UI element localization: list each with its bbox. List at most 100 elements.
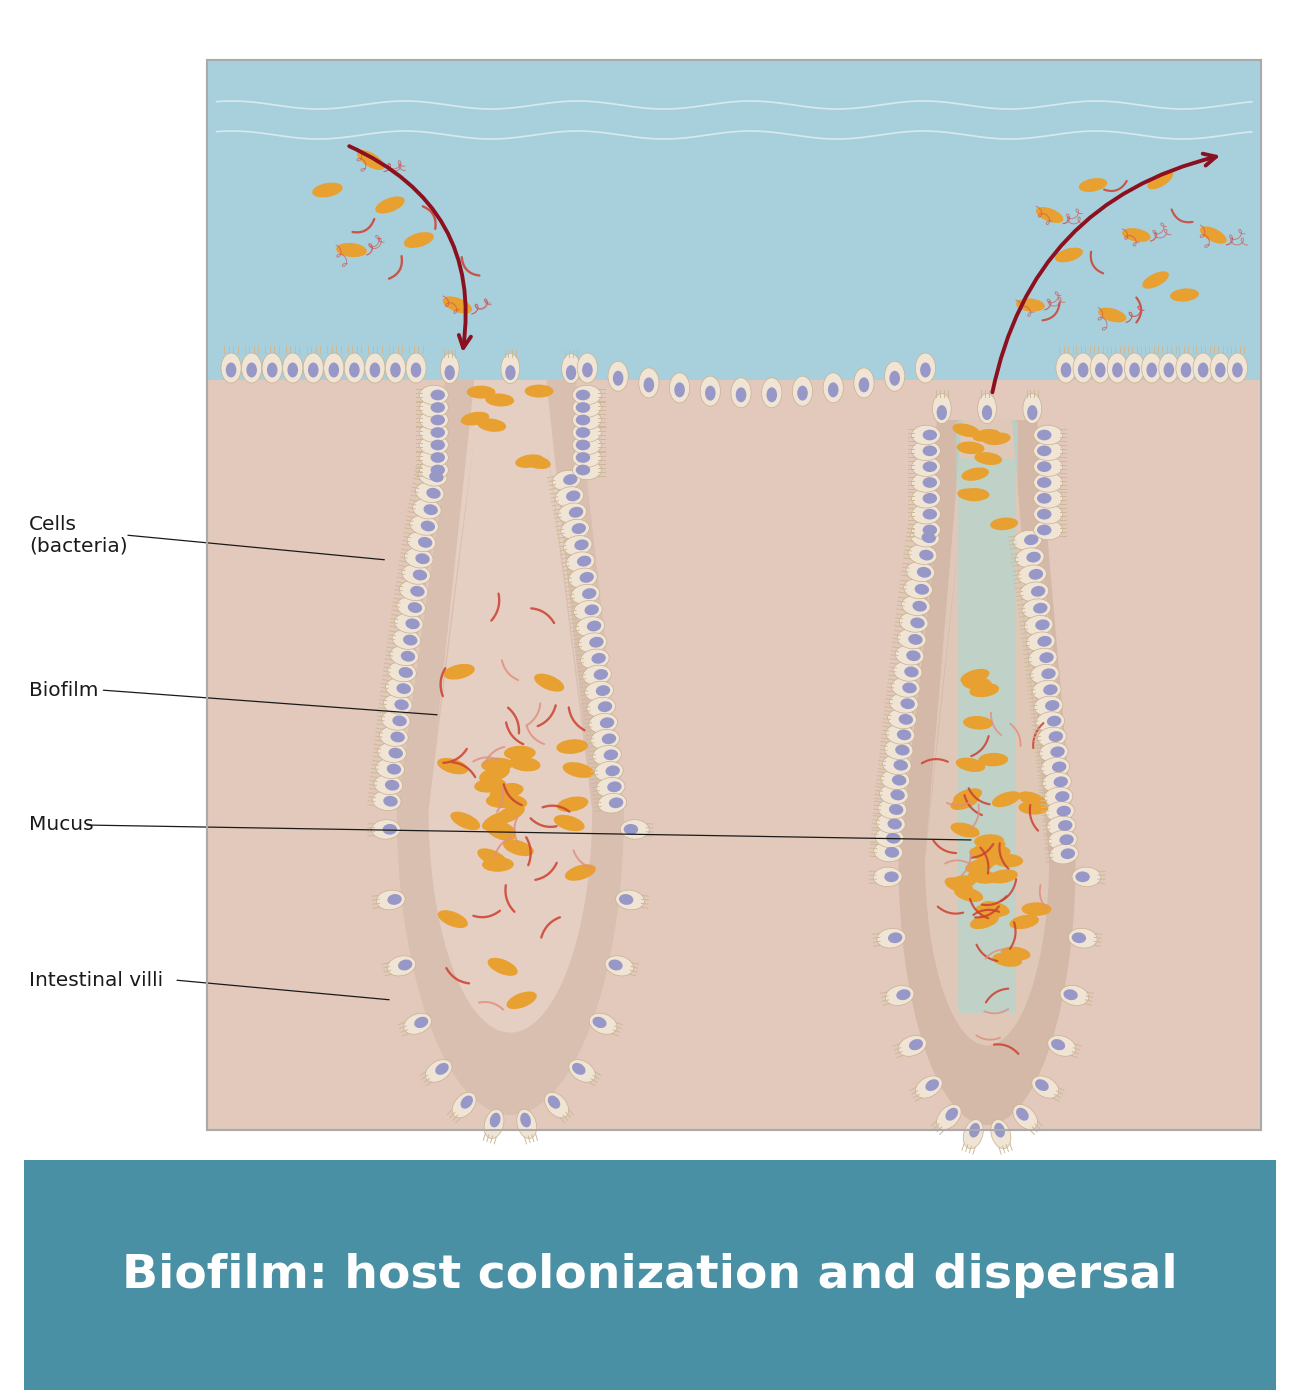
Ellipse shape	[911, 457, 940, 477]
Ellipse shape	[381, 710, 410, 730]
Ellipse shape	[762, 378, 781, 407]
Ellipse shape	[961, 669, 989, 684]
Ellipse shape	[358, 150, 385, 170]
Ellipse shape	[242, 353, 261, 384]
Ellipse shape	[382, 824, 396, 835]
Ellipse shape	[1034, 696, 1063, 716]
Ellipse shape	[1020, 582, 1049, 602]
Ellipse shape	[620, 820, 649, 840]
Ellipse shape	[1095, 363, 1105, 378]
Ellipse shape	[1018, 791, 1047, 808]
Ellipse shape	[593, 745, 621, 765]
Ellipse shape	[875, 828, 904, 848]
Ellipse shape	[387, 894, 402, 905]
Ellipse shape	[1176, 353, 1196, 384]
Ellipse shape	[1018, 564, 1047, 585]
Ellipse shape	[467, 385, 495, 399]
Ellipse shape	[560, 520, 589, 539]
Ellipse shape	[572, 460, 602, 480]
Ellipse shape	[1037, 430, 1052, 441]
Ellipse shape	[558, 503, 586, 523]
Ellipse shape	[953, 788, 982, 803]
Ellipse shape	[566, 865, 595, 881]
Polygon shape	[926, 420, 1049, 1045]
Ellipse shape	[1028, 569, 1043, 580]
Ellipse shape	[589, 637, 603, 648]
Ellipse shape	[508, 756, 541, 771]
Ellipse shape	[980, 845, 1010, 859]
Ellipse shape	[1013, 531, 1041, 550]
Ellipse shape	[503, 840, 534, 856]
Ellipse shape	[909, 545, 937, 564]
Ellipse shape	[898, 1036, 927, 1056]
Ellipse shape	[582, 588, 597, 599]
Ellipse shape	[221, 353, 242, 384]
Ellipse shape	[900, 613, 928, 632]
Ellipse shape	[460, 1095, 473, 1109]
Ellipse shape	[1031, 587, 1045, 596]
Ellipse shape	[576, 427, 590, 438]
Ellipse shape	[972, 430, 1000, 442]
Ellipse shape	[976, 840, 1005, 853]
Ellipse shape	[854, 368, 874, 398]
Ellipse shape	[1017, 1108, 1028, 1120]
Ellipse shape	[911, 441, 940, 460]
Ellipse shape	[923, 430, 937, 441]
Ellipse shape	[568, 569, 597, 588]
Ellipse shape	[736, 388, 746, 402]
Ellipse shape	[420, 435, 448, 455]
Ellipse shape	[1050, 746, 1065, 758]
Ellipse shape	[410, 516, 438, 535]
Ellipse shape	[1052, 1040, 1065, 1051]
Ellipse shape	[1013, 1105, 1037, 1130]
Ellipse shape	[909, 1040, 923, 1051]
Ellipse shape	[874, 842, 902, 862]
Ellipse shape	[1043, 684, 1058, 695]
Ellipse shape	[902, 682, 916, 694]
Ellipse shape	[1043, 773, 1071, 792]
Ellipse shape	[731, 378, 751, 407]
Ellipse shape	[594, 762, 623, 781]
Ellipse shape	[589, 713, 617, 733]
Ellipse shape	[1022, 599, 1050, 619]
Ellipse shape	[1147, 363, 1157, 378]
Ellipse shape	[953, 424, 980, 438]
Ellipse shape	[898, 714, 913, 724]
Ellipse shape	[589, 1013, 617, 1034]
Ellipse shape	[421, 521, 436, 531]
Ellipse shape	[1024, 616, 1053, 635]
Ellipse shape	[493, 784, 524, 799]
Ellipse shape	[523, 455, 551, 468]
Ellipse shape	[823, 373, 844, 403]
Ellipse shape	[994, 1123, 1005, 1137]
Ellipse shape	[1197, 363, 1209, 378]
Ellipse shape	[954, 887, 983, 902]
Text: Intestinal villi: Intestinal villi	[29, 970, 162, 990]
Ellipse shape	[608, 361, 628, 391]
Ellipse shape	[445, 366, 455, 379]
Ellipse shape	[430, 427, 445, 438]
Ellipse shape	[608, 959, 623, 970]
Ellipse shape	[893, 760, 907, 770]
Ellipse shape	[793, 377, 812, 406]
Ellipse shape	[576, 617, 604, 637]
Ellipse shape	[1210, 353, 1230, 384]
Ellipse shape	[936, 404, 946, 420]
Ellipse shape	[1079, 178, 1108, 192]
Ellipse shape	[430, 414, 445, 425]
Ellipse shape	[419, 466, 447, 486]
Ellipse shape	[1034, 505, 1062, 524]
Ellipse shape	[430, 389, 445, 400]
Ellipse shape	[480, 766, 510, 783]
Ellipse shape	[390, 646, 419, 666]
Ellipse shape	[962, 467, 989, 481]
Ellipse shape	[1056, 791, 1070, 802]
Ellipse shape	[1063, 990, 1078, 1001]
Polygon shape	[429, 379, 593, 1033]
Ellipse shape	[606, 766, 620, 776]
FancyBboxPatch shape	[25, 1161, 1275, 1390]
Ellipse shape	[1216, 363, 1226, 378]
Ellipse shape	[586, 698, 616, 717]
Ellipse shape	[916, 567, 931, 578]
Ellipse shape	[572, 423, 602, 442]
